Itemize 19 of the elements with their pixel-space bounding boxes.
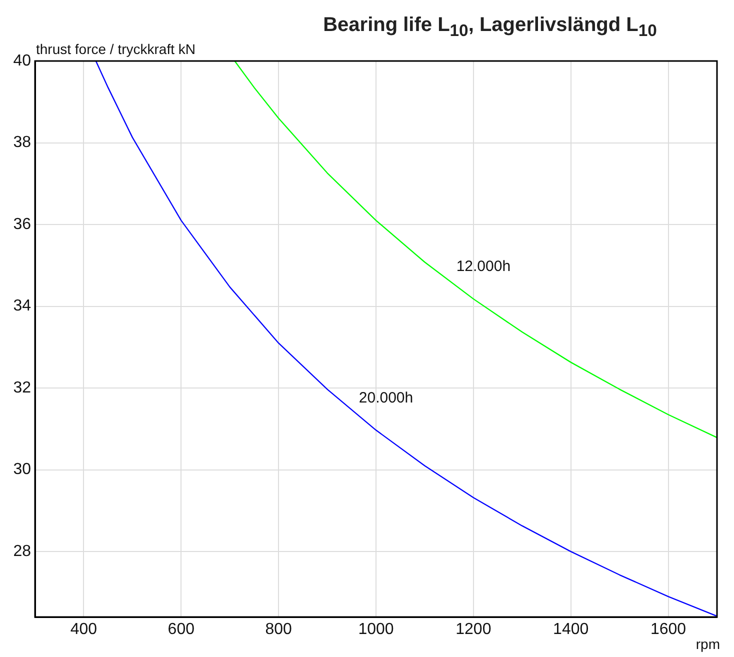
y-tick-label: 38: [13, 134, 32, 152]
series-label: 20.000h: [358, 389, 414, 406]
y-tick-label: 36: [13, 216, 32, 233]
y-axis-title: thrust force / tryckkraft kN: [36, 41, 196, 57]
y-tick-label: 30: [13, 461, 32, 478]
chart-title: Bearing life L$_{10}$, Lagerlivslängd L$_{10}$: [322, 14, 658, 41]
x-tick-label: 600: [168, 621, 195, 638]
x-axis-title: rpm: [696, 636, 720, 652]
y-tick-label: 28: [13, 542, 32, 560]
y-tick-label: 32: [13, 379, 32, 396]
series-label: 12.000h: [456, 258, 511, 276]
x-tick-label: 1200: [456, 621, 492, 638]
x-tick-label: 1600: [650, 621, 686, 638]
x-tick-label: 1000: [358, 621, 394, 638]
y-tick-label: 34: [13, 298, 32, 315]
x-tick-label: 800: [265, 621, 292, 638]
x-tick-label: 1400: [553, 621, 589, 638]
y-tick-label: 40: [13, 52, 32, 70]
x-tick-label: 400: [70, 621, 98, 638]
